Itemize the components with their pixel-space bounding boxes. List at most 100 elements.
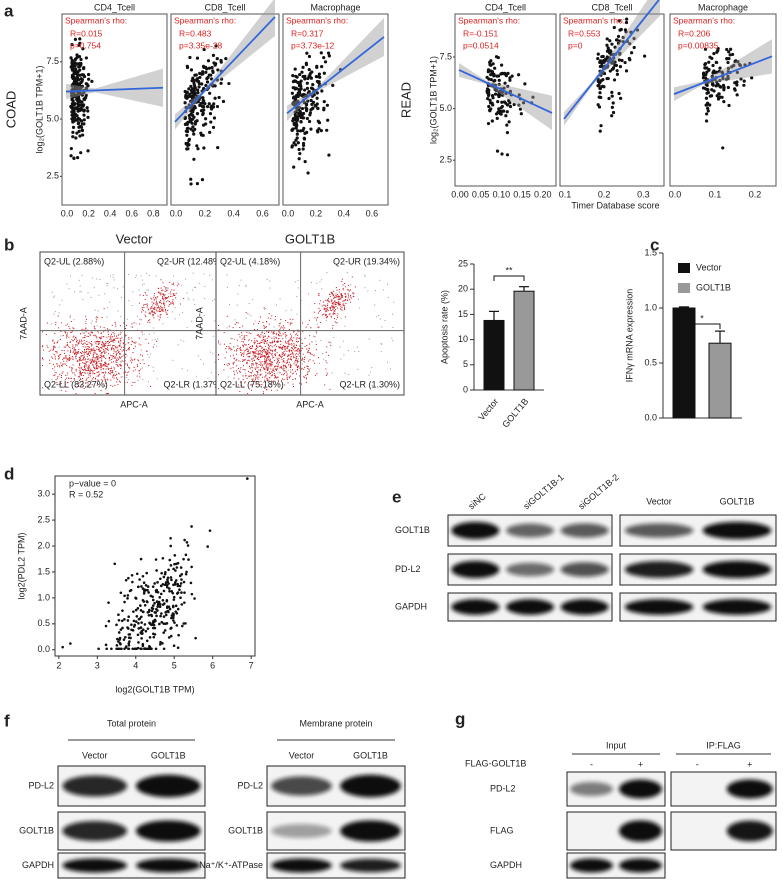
flow-event (264, 387, 266, 389)
flow-event (288, 328, 290, 330)
flow-event (135, 277, 137, 279)
flow-event (263, 355, 265, 357)
scatter-point (210, 66, 214, 70)
flow-event (357, 298, 359, 300)
flow-event (117, 334, 119, 336)
stat-text: Spearman's rho: (286, 15, 348, 25)
flow-event (96, 358, 98, 360)
scatter-point (309, 86, 314, 90)
flow-event (271, 354, 273, 356)
scatter-point (162, 622, 166, 625)
blot-title: Total protein (107, 718, 156, 728)
scatter-point (291, 119, 295, 123)
scatter-point (192, 157, 196, 161)
scatter-point (151, 623, 155, 627)
scatter-point (183, 116, 187, 121)
scatter-point (629, 51, 634, 55)
scatter-point (139, 647, 143, 651)
flow-event (54, 346, 56, 348)
flow-event (279, 355, 281, 357)
flow-event (256, 334, 258, 336)
flow-event (286, 378, 288, 380)
flow-event (132, 352, 134, 354)
flow-event (313, 362, 315, 364)
flow-event (266, 364, 268, 366)
flow-event (330, 299, 332, 301)
quadrant-label: Q2-LR (1.37%) (163, 379, 224, 389)
flow-event (81, 355, 83, 357)
flow-event (297, 334, 299, 336)
scatter-point (117, 631, 121, 634)
flow-event (115, 351, 117, 353)
flow-event (328, 313, 330, 315)
flow-event (65, 344, 67, 346)
band (624, 523, 694, 538)
flow-event (271, 342, 273, 344)
flow-event (96, 278, 98, 280)
flow-event (100, 364, 102, 366)
flow-event (292, 331, 294, 333)
flow-event (290, 357, 292, 359)
flow-event (267, 335, 269, 337)
flow-event (226, 363, 228, 365)
flow-event (80, 367, 82, 369)
scatter-point (488, 60, 492, 65)
flow-event (53, 369, 55, 371)
flow-event (138, 302, 140, 304)
flow-event (159, 305, 161, 307)
flow-event (97, 341, 99, 343)
flow-event (102, 349, 104, 351)
scatter-point (143, 603, 147, 607)
flow-event (350, 295, 352, 297)
flow-event (261, 339, 263, 341)
flow-event (329, 313, 331, 315)
stat-text: R = 0.52 (69, 489, 103, 499)
flow-event (267, 362, 269, 364)
scatter-point (610, 94, 614, 98)
band (340, 858, 401, 873)
flow-event (144, 304, 146, 306)
scatter-point (497, 82, 501, 86)
flow-event (246, 349, 248, 351)
scatter-point (219, 81, 223, 85)
flow-event (298, 368, 300, 370)
flow-event (252, 354, 254, 356)
flow-event (138, 343, 140, 345)
flow-event (252, 357, 254, 359)
flow-event (246, 331, 248, 333)
flow-event (94, 341, 96, 343)
flow-event (63, 350, 65, 352)
scatter-point (211, 70, 215, 74)
flow-event (55, 311, 57, 313)
flow-event (192, 272, 194, 274)
scatter-point (718, 84, 722, 88)
scatter-point (596, 79, 600, 83)
flow-event (148, 365, 150, 367)
scatter-point (131, 580, 134, 584)
flow-event (265, 375, 267, 377)
flow-event (348, 350, 350, 352)
scatter-point (216, 68, 220, 72)
flow-event (237, 345, 239, 347)
flow-event (265, 371, 267, 373)
flow-event (210, 351, 212, 353)
flow-event (60, 389, 62, 391)
scatter-point (297, 114, 301, 118)
scatter-point (164, 613, 168, 617)
flow-event (68, 356, 70, 358)
scatter-point (113, 562, 117, 566)
flow-event (316, 323, 318, 325)
scatter-point (722, 88, 726, 92)
flow-event (93, 366, 95, 368)
bar (483, 319, 505, 391)
stat-r: R=0.553 (568, 28, 601, 38)
flow-event (117, 310, 119, 312)
scatter-point (623, 60, 627, 65)
flow-event (181, 368, 183, 370)
flow-event (286, 361, 288, 363)
scatter-point (596, 84, 600, 88)
y-tick-label: 5.0 (439, 103, 452, 113)
scatter-point (500, 100, 504, 104)
flow-event (122, 346, 124, 348)
flow-event (94, 357, 96, 359)
